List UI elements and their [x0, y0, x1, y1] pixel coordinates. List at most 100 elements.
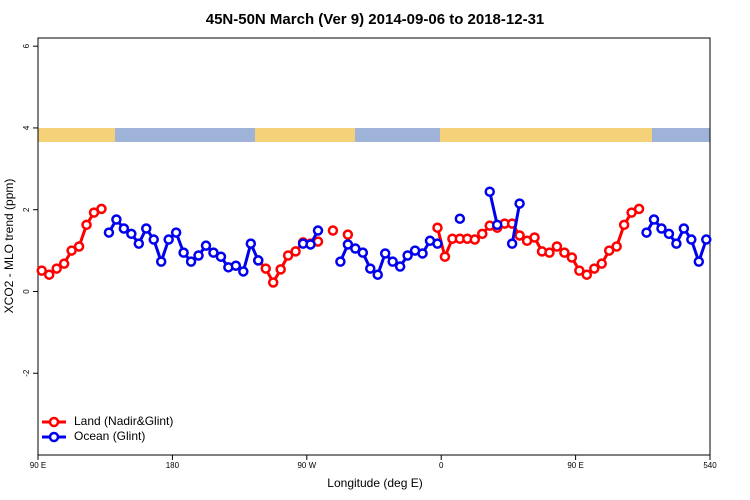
data-point — [133, 238, 145, 249]
data-point — [253, 255, 264, 266]
data-point — [544, 247, 555, 258]
data-point — [551, 241, 563, 252]
data-point — [365, 263, 376, 274]
data-point — [477, 228, 488, 240]
data-point — [141, 223, 152, 234]
land-strip — [38, 128, 115, 142]
plot-frame — [37, 37, 711, 456]
x-tick-label: 0 — [439, 461, 444, 470]
data-point — [73, 241, 85, 252]
data-point — [260, 263, 271, 274]
data-point — [275, 264, 286, 275]
y-tick-label: -2 — [22, 369, 31, 377]
data-point — [574, 265, 585, 276]
data-point — [118, 223, 130, 234]
data-point — [230, 260, 242, 271]
data-point — [335, 256, 346, 267]
legend-marker — [48, 431, 60, 443]
y-tick-label: 0 — [22, 289, 31, 294]
data-point — [618, 219, 630, 231]
data-point — [603, 245, 615, 256]
data-point — [185, 256, 197, 267]
x-tick-label: 90 W — [297, 461, 316, 470]
data-point — [155, 256, 167, 267]
data-point — [208, 247, 219, 258]
data-point — [178, 247, 189, 258]
data-point — [66, 245, 77, 256]
data-point — [290, 246, 301, 257]
data-point — [648, 214, 660, 225]
data-point — [701, 234, 712, 245]
data-point — [506, 238, 518, 249]
legend-label: Land (Nadir&Glint) — [74, 414, 173, 428]
land-strip — [255, 128, 355, 142]
data-point — [529, 232, 540, 243]
data-point — [454, 213, 466, 224]
data-point — [432, 222, 443, 233]
data-point — [200, 240, 212, 251]
land-strip — [440, 128, 652, 142]
data-point — [148, 234, 159, 245]
data-point — [342, 229, 354, 240]
data-point — [469, 234, 481, 245]
data-point — [686, 234, 697, 245]
land-ocean-strip — [38, 128, 710, 142]
data-point — [312, 225, 324, 236]
data-point — [43, 269, 55, 280]
data-point — [559, 247, 570, 258]
data-point — [379, 248, 391, 259]
data-point — [372, 269, 383, 280]
data-point — [581, 269, 593, 280]
data-point — [671, 238, 682, 249]
data-point — [678, 223, 690, 234]
data-point — [611, 241, 622, 252]
data-point — [491, 219, 503, 231]
x-tick-label: 540 — [703, 461, 717, 470]
data-point — [111, 214, 122, 225]
data-point — [81, 219, 92, 231]
data-point — [170, 227, 182, 238]
data-point — [350, 243, 361, 254]
y-tick-label: 4 — [22, 125, 31, 130]
data-point — [96, 203, 107, 215]
y-tick-label: 6 — [22, 43, 31, 48]
data-point — [596, 258, 607, 269]
data-point — [394, 261, 406, 272]
data-point — [245, 238, 257, 249]
legend-marker — [48, 416, 60, 428]
data-point — [663, 228, 675, 240]
y-axis-label: XCO2 - MLO trend (ppm) — [2, 179, 16, 314]
data-point — [387, 256, 398, 267]
data-point — [103, 227, 115, 238]
legend-label: Ocean (Glint) — [74, 429, 145, 443]
data-point — [656, 223, 667, 234]
data-point — [589, 263, 600, 274]
data-point — [417, 248, 428, 259]
data-point — [693, 256, 705, 267]
data-point — [342, 239, 354, 250]
chart-title: 45N-50N March (Ver 9) 2014-09-06 to 2018… — [206, 11, 545, 28]
x-axis-label: Longitude (deg E) — [327, 476, 422, 490]
data-point — [633, 203, 645, 215]
data-point — [163, 234, 174, 245]
x-tick-label: 90 E — [30, 461, 46, 470]
data-point — [357, 247, 369, 258]
data-point — [215, 251, 227, 262]
data-point — [282, 250, 294, 261]
data-point — [566, 252, 578, 263]
data-point — [327, 225, 339, 236]
data-point — [641, 227, 652, 238]
y-tick-label: 2 — [22, 207, 31, 212]
data-point — [51, 263, 62, 274]
data-point — [432, 238, 443, 249]
data-point — [514, 230, 525, 241]
data-point — [402, 250, 413, 261]
data-point — [126, 228, 137, 240]
data-point — [36, 265, 47, 276]
data-point — [238, 266, 249, 277]
data-point — [484, 186, 495, 197]
data-point — [439, 251, 451, 262]
x-tick-label: 90 E — [567, 461, 583, 470]
